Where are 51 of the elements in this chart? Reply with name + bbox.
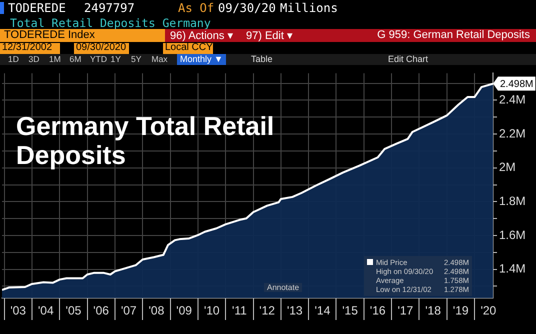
text: 3D [28,54,40,64]
text: As Of [178,1,214,15]
y-tick-label: 2.2M [499,126,526,140]
y-tick-label: 1.8M [499,194,526,208]
x-tick-label: '15 [342,304,358,318]
text: 97) Edit ▾ [246,29,293,42]
chart-subtitle: Total Retail Deposits Germany [10,16,211,30]
x-tick-label: '11 [232,304,248,318]
text: 96) Actions ▾ [170,29,234,42]
x-tick-label: '07 [120,304,137,318]
text: 1D [8,54,19,64]
x-tick-label: '09 [176,304,192,318]
x-tick-label: '06 [93,304,110,318]
text: 6M [70,54,82,64]
text: YTD [90,54,107,64]
text: Local CCY [165,42,213,53]
text: 2497797 [84,1,135,15]
text: TODEREDE Index [4,29,95,41]
text: G 959: German Retail Deposits [377,29,530,41]
x-tick-label: '04 [38,304,54,318]
text: Monthly ▼ [177,54,226,65]
x-tick-label: '10 [204,304,220,318]
text: Germany Total Retail Deposits [16,111,276,170]
text: 12/31/2002 [2,42,52,53]
x-tick-label: '17 [398,304,414,318]
text: 09/30/20 [218,1,276,15]
y-tick-label: 2.4M [499,92,526,107]
text: 1M [49,54,61,64]
y-tick-label: 1.6M [499,228,526,242]
text: 1Y [110,54,121,64]
x-tick-label: '08 [148,304,165,318]
y-tick-label: 2M [499,160,516,174]
annotation: 2.498M [500,78,534,90]
x-tick-label: '18 [425,304,442,318]
text: Edit Chart [388,54,428,64]
x-tick-label: '16 [370,304,386,318]
text: Max [152,54,168,64]
text: TODEREDE [8,1,66,15]
x-tick-label: '12 [259,304,276,318]
text: Table [251,54,273,64]
x-tick-label: '05 [66,304,82,318]
x-tick-label: '03 [10,304,26,318]
x-tick-label: '13 [286,304,303,318]
x-tick-label: '14 [314,304,331,318]
annotation: Annotate [264,283,302,292]
x-tick-label: '19 [452,304,469,318]
y-tick-label: 1.4M [499,262,526,276]
text: 5Y [131,54,142,64]
text: 09/30/2020 [76,42,126,53]
text: Millions [280,1,338,15]
x-tick-label: '20 [480,304,497,318]
